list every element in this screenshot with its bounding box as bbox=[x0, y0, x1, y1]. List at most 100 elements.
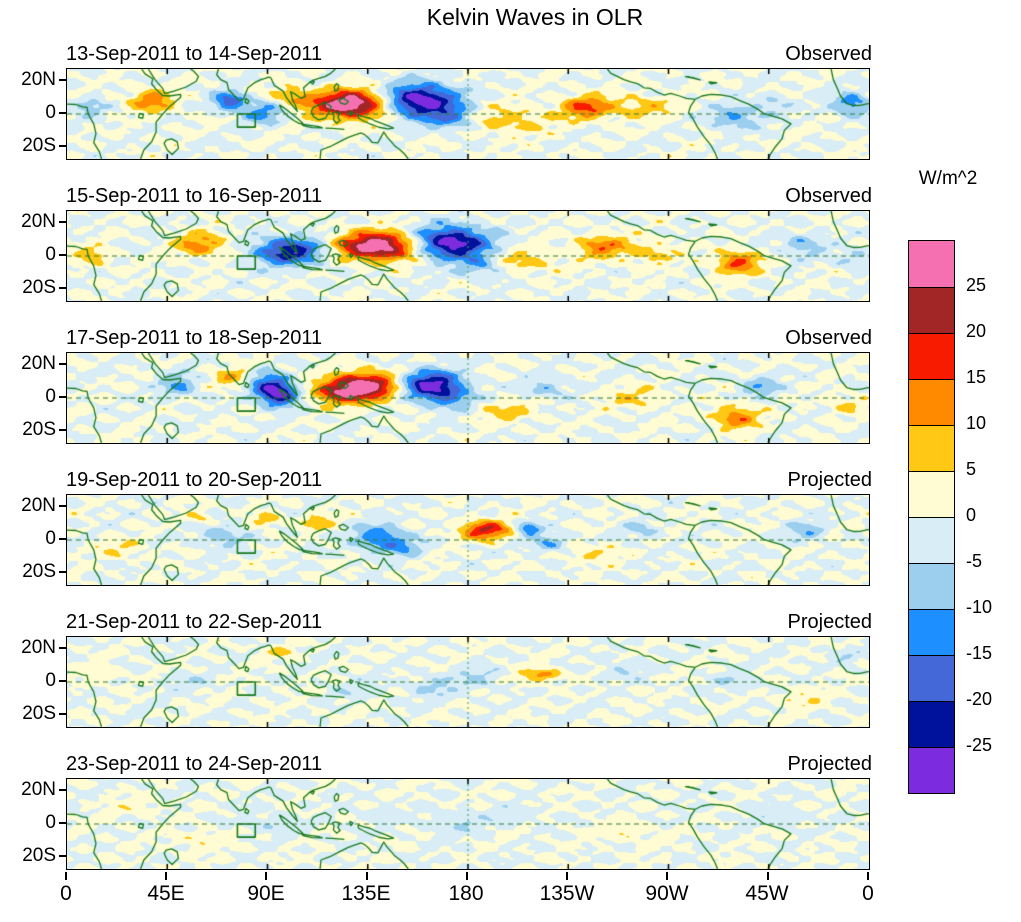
y-tick-mark bbox=[59, 145, 66, 147]
y-tick-mark bbox=[59, 789, 66, 791]
y-axis-tick-label: 20S bbox=[22, 135, 56, 156]
panel: 23-Sep-2011 to 24-Sep-2011 Projected 20N… bbox=[0, 752, 1021, 872]
panel: 21-Sep-2011 to 22-Sep-2011 Projected 20N… bbox=[0, 610, 1021, 730]
colorbar-tick-label: -15 bbox=[966, 643, 993, 663]
colorbar-cell bbox=[909, 701, 954, 747]
colorbar-tick-label: 15 bbox=[966, 367, 987, 387]
map-plot bbox=[66, 636, 870, 728]
x-axis-tick-label: 0 bbox=[60, 882, 72, 905]
colorbar-tick-label: -10 bbox=[966, 597, 993, 617]
panel-date-range: 19-Sep-2011 to 20-Sep-2011 bbox=[66, 469, 323, 491]
panel: 17-Sep-2011 to 18-Sep-2011 Observed 20N … bbox=[0, 326, 1021, 446]
colorbar-tick-label: 25 bbox=[966, 275, 987, 295]
x-axis: 0 45E 90E 135E 180 135W 90W 45W 0 bbox=[0, 871, 1021, 911]
x-tick-mark bbox=[566, 872, 568, 880]
y-tick-mark bbox=[59, 429, 66, 431]
x-tick-mark bbox=[265, 872, 267, 880]
y-axis-tick-label: 0 bbox=[45, 102, 56, 123]
colorbar-tick-label: -20 bbox=[966, 689, 993, 709]
colorbar-tick-label: 10 bbox=[966, 413, 987, 433]
x-tick-mark bbox=[165, 872, 167, 880]
colorbar-tick-label: -25 bbox=[966, 735, 993, 755]
x-axis-tick-label: 0 bbox=[862, 882, 874, 905]
panel-date-range: 17-Sep-2011 to 18-Sep-2011 bbox=[66, 327, 323, 349]
colorbar-cell bbox=[909, 241, 954, 287]
y-tick-mark bbox=[59, 505, 66, 507]
colorbar-tick-label: 5 bbox=[966, 459, 977, 479]
x-axis-tick-label: 180 bbox=[448, 882, 484, 905]
panel-status-label: Observed bbox=[785, 185, 872, 207]
panel-status-label: Observed bbox=[785, 327, 872, 349]
colorbar-cell bbox=[909, 517, 954, 563]
map-plot bbox=[66, 352, 870, 444]
colorbar-cell bbox=[909, 609, 954, 655]
y-axis-tick-label: 20S bbox=[22, 845, 56, 866]
colorbar bbox=[908, 240, 955, 794]
y-axis-tick-label: 20S bbox=[22, 703, 56, 724]
map-canvas bbox=[67, 637, 869, 727]
x-tick-mark bbox=[666, 872, 668, 880]
map-plot bbox=[66, 778, 870, 870]
map-canvas bbox=[67, 69, 869, 159]
y-tick-mark bbox=[59, 680, 66, 682]
colorbar-units-label: W/m^2 bbox=[918, 168, 978, 189]
colorbar-tick-label: 20 bbox=[966, 321, 987, 341]
y-tick-mark bbox=[59, 647, 66, 649]
panel-date-range: 23-Sep-2011 to 24-Sep-2011 bbox=[66, 753, 323, 775]
y-tick-mark bbox=[59, 79, 66, 81]
y-axis-tick-label: 0 bbox=[45, 386, 56, 407]
colorbar-cell bbox=[909, 425, 954, 471]
colorbar-cell bbox=[909, 747, 954, 793]
y-tick-mark bbox=[59, 538, 66, 540]
y-tick-mark bbox=[59, 363, 66, 365]
y-axis-tick-label: 20S bbox=[22, 561, 56, 582]
map-plot bbox=[66, 68, 870, 160]
x-axis-tick-label: 45E bbox=[147, 882, 185, 905]
panel: 13-Sep-2011 to 14-Sep-2011 Observed 20N … bbox=[0, 42, 1021, 162]
map-canvas bbox=[67, 211, 869, 301]
y-axis-tick-label: 20N bbox=[21, 211, 56, 232]
x-axis-tick-label: 45W bbox=[745, 882, 789, 905]
y-axis-tick-label: 20S bbox=[22, 419, 56, 440]
y-axis-tick-label: 0 bbox=[45, 528, 56, 549]
x-tick-mark bbox=[65, 872, 67, 880]
x-tick-mark bbox=[366, 872, 368, 880]
x-axis-tick-label: 135W bbox=[539, 882, 595, 905]
map-canvas bbox=[67, 779, 869, 869]
y-axis-tick-label: 0 bbox=[45, 812, 56, 833]
x-axis-tick-label: 135E bbox=[341, 882, 391, 905]
map-plot bbox=[66, 210, 870, 302]
y-axis-tick-label: 20N bbox=[21, 495, 56, 516]
y-axis-tick-label: 20N bbox=[21, 779, 56, 800]
colorbar-cell bbox=[909, 471, 954, 517]
panel-status-label: Projected bbox=[787, 753, 873, 775]
y-axis-tick-label: 20S bbox=[22, 277, 56, 298]
y-tick-mark bbox=[59, 713, 66, 715]
x-axis-tick-label: 90W bbox=[645, 882, 689, 905]
colorbar-tick-label: -5 bbox=[966, 551, 983, 571]
panel: 19-Sep-2011 to 20-Sep-2011 Projected 20N… bbox=[0, 468, 1021, 588]
y-axis-tick-label: 0 bbox=[45, 670, 56, 691]
colorbar-cell bbox=[909, 287, 954, 333]
x-axis-tick-label: 90E bbox=[247, 882, 285, 905]
panel-date-range: 21-Sep-2011 to 22-Sep-2011 bbox=[66, 611, 323, 633]
map-plot bbox=[66, 494, 870, 586]
x-tick-mark bbox=[767, 872, 769, 880]
panel-status-label: Projected bbox=[787, 469, 873, 491]
chart-title: Kelvin Waves in OLR bbox=[426, 4, 644, 30]
y-axis-tick-label: 20N bbox=[21, 637, 56, 658]
y-tick-mark bbox=[59, 254, 66, 256]
panel-date-range: 13-Sep-2011 to 14-Sep-2011 bbox=[66, 43, 323, 65]
map-canvas bbox=[67, 353, 869, 443]
colorbar-cell bbox=[909, 379, 954, 425]
panel-date-range: 15-Sep-2011 to 16-Sep-2011 bbox=[66, 185, 323, 207]
y-tick-mark bbox=[59, 822, 66, 824]
y-axis-tick-label: 0 bbox=[45, 244, 56, 265]
panel-status-label: Observed bbox=[785, 43, 872, 65]
map-canvas bbox=[67, 495, 869, 585]
y-tick-mark bbox=[59, 287, 66, 289]
y-tick-mark bbox=[59, 571, 66, 573]
y-axis-tick-label: 20N bbox=[21, 353, 56, 374]
colorbar-cell bbox=[909, 563, 954, 609]
